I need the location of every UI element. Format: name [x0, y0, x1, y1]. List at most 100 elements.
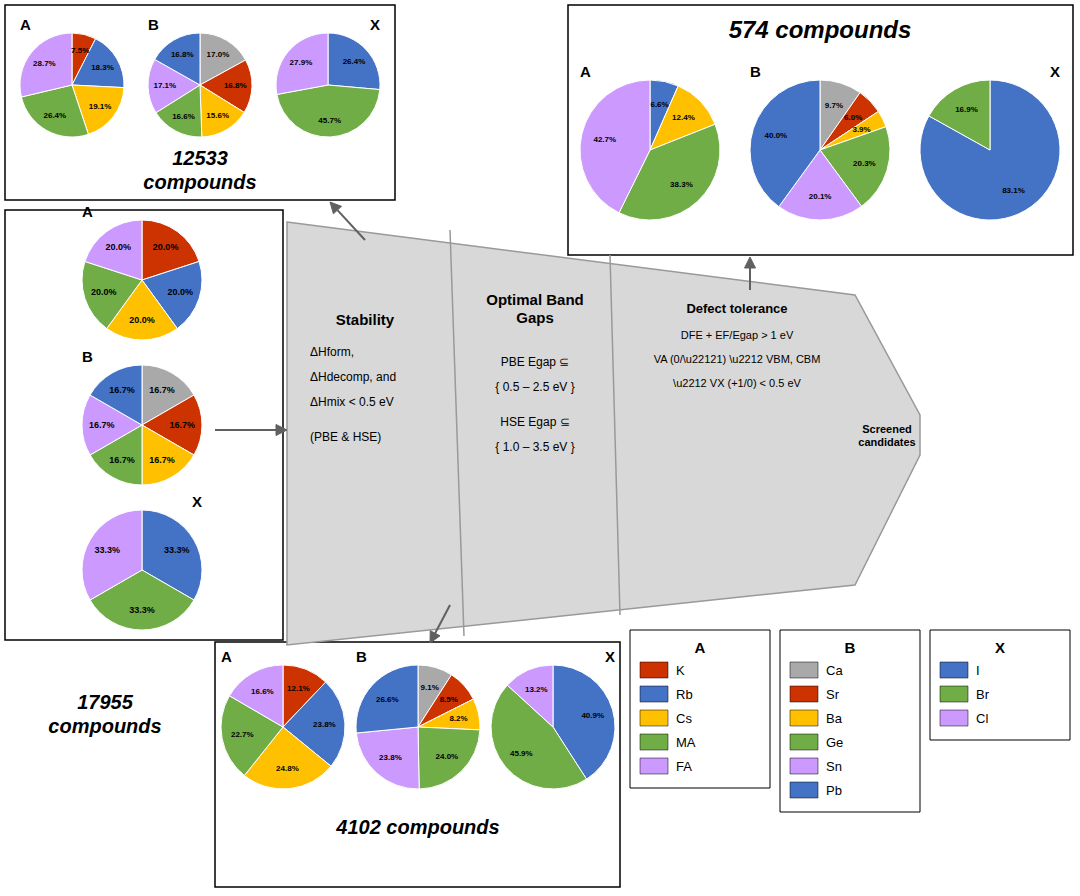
svg-text:X: X	[192, 493, 202, 510]
svg-text:19.1%: 19.1%	[89, 102, 112, 111]
svg-text:42.7%: 42.7%	[593, 135, 616, 144]
svg-text:18.3%: 18.3%	[91, 63, 114, 72]
svg-text:Cl: Cl	[976, 711, 988, 726]
svg-text:16.8%: 16.8%	[224, 81, 247, 90]
svg-text:X: X	[370, 16, 380, 33]
svg-text:B: B	[845, 639, 856, 656]
svg-text:Cs: Cs	[676, 711, 692, 726]
svg-text:Screened: Screened	[862, 423, 912, 435]
svg-text:Sr: Sr	[826, 687, 840, 702]
svg-text:16.6%: 16.6%	[172, 112, 195, 121]
svg-text:A: A	[82, 203, 93, 220]
svg-text:20.0%: 20.0%	[167, 287, 193, 297]
svg-text:B: B	[82, 348, 93, 365]
svg-text:16.7%: 16.7%	[149, 385, 175, 395]
svg-text:17955: 17955	[77, 691, 133, 713]
svg-text:B: B	[356, 648, 367, 665]
svg-text:16.7%: 16.7%	[169, 420, 195, 430]
svg-text:28.7%: 28.7%	[33, 59, 56, 68]
svg-text:ΔHform,: ΔHform,	[310, 345, 354, 359]
svg-text:3.9%: 3.9%	[852, 125, 870, 134]
svg-text:15.6%: 15.6%	[206, 111, 229, 120]
svg-text:7.5%: 7.5%	[71, 46, 89, 55]
svg-text:A: A	[580, 63, 591, 80]
svg-text:6.0%: 6.0%	[844, 113, 862, 122]
svg-text:A: A	[20, 16, 31, 33]
svg-text:Ge: Ge	[826, 735, 843, 750]
svg-text:83.1%: 83.1%	[1002, 186, 1025, 195]
svg-text:40.9%: 40.9%	[581, 711, 604, 720]
svg-text:MA: MA	[676, 735, 696, 750]
svg-text:16.7%: 16.7%	[109, 455, 135, 465]
svg-text:45.9%: 45.9%	[510, 749, 533, 758]
svg-text:VA (0/\u22121) \u2212 VBM, CBM: VA (0/\u22121) \u2212 VBM, CBM	[654, 353, 821, 365]
svg-text:I: I	[976, 663, 980, 678]
svg-text:20.3%: 20.3%	[853, 159, 876, 168]
svg-text:17.1%: 17.1%	[153, 81, 176, 90]
svg-text:33.3%: 33.3%	[94, 545, 120, 555]
svg-text:X: X	[995, 639, 1005, 656]
svg-text:26.4%: 26.4%	[43, 111, 66, 120]
svg-text:33.3%: 33.3%	[129, 605, 155, 615]
svg-text:compounds: compounds	[48, 715, 161, 737]
svg-text:Rb: Rb	[676, 687, 693, 702]
svg-text:12.1%: 12.1%	[287, 684, 310, 693]
svg-text:16.6%: 16.6%	[251, 687, 274, 696]
svg-text:24.8%: 24.8%	[276, 764, 299, 773]
svg-text:20.0%: 20.0%	[153, 242, 179, 252]
svg-text:X: X	[1050, 63, 1060, 80]
svg-text:40.0%: 40.0%	[765, 131, 788, 140]
svg-text:8.2%: 8.2%	[449, 714, 467, 723]
svg-text:33.3%: 33.3%	[164, 545, 190, 555]
svg-text:Ca: Ca	[826, 663, 843, 678]
svg-text:16.7%: 16.7%	[109, 385, 135, 395]
svg-text:FA: FA	[676, 759, 692, 774]
svg-text:Pb: Pb	[826, 783, 842, 798]
svg-text:12533: 12533	[172, 147, 228, 169]
svg-text:6.6%: 6.6%	[650, 100, 668, 109]
svg-text:16.8%: 16.8%	[171, 50, 194, 59]
svg-text:26.4%: 26.4%	[343, 57, 366, 66]
svg-text:A: A	[221, 648, 232, 665]
svg-text:27.9%: 27.9%	[290, 58, 313, 67]
svg-text:13.2%: 13.2%	[525, 685, 548, 694]
svg-text:HSE Egap ⊆: HSE Egap ⊆	[500, 415, 569, 429]
svg-text:45.7%: 45.7%	[318, 116, 341, 125]
svg-text:12.4%: 12.4%	[672, 113, 695, 122]
svg-text:9.7%: 9.7%	[825, 101, 843, 110]
svg-text:Stability: Stability	[336, 311, 395, 328]
svg-text:ΔHdecomp, and: ΔHdecomp, and	[310, 370, 396, 384]
svg-text:22.7%: 22.7%	[231, 730, 254, 739]
svg-text:38.3%: 38.3%	[670, 180, 693, 189]
svg-text:574 compounds: 574 compounds	[729, 16, 912, 43]
svg-text:ΔHmix < 0.5 eV: ΔHmix < 0.5 eV	[310, 395, 394, 409]
svg-text:PBE Egap ⊆: PBE Egap ⊆	[501, 355, 570, 369]
svg-text:K: K	[676, 663, 685, 678]
svg-text:DFE + EF/Egap > 1 eV: DFE + EF/Egap > 1 eV	[681, 329, 794, 341]
svg-text:17.0%: 17.0%	[207, 50, 230, 59]
svg-text:20.0%: 20.0%	[91, 287, 117, 297]
svg-text:Defect tolerance: Defect tolerance	[686, 301, 787, 316]
svg-text:24.0%: 24.0%	[436, 752, 459, 761]
svg-text:Sn: Sn	[826, 759, 842, 774]
svg-text:26.6%: 26.6%	[376, 695, 399, 704]
svg-text:B: B	[148, 16, 159, 33]
svg-text:20.0%: 20.0%	[129, 315, 155, 325]
svg-text:{ 0.5 – 2.5 eV }: { 0.5 – 2.5 eV }	[495, 380, 574, 394]
svg-text:compounds: compounds	[143, 171, 256, 193]
svg-text:Ba: Ba	[826, 711, 843, 726]
svg-text:\u2212 VX (+1/0) < 0.5 eV: \u2212 VX (+1/0) < 0.5 eV	[673, 377, 801, 389]
svg-text:Br: Br	[976, 687, 990, 702]
svg-text:20.0%: 20.0%	[106, 242, 132, 252]
svg-text:A: A	[695, 639, 706, 656]
svg-text:23.8%: 23.8%	[313, 720, 336, 729]
svg-text:candidates: candidates	[858, 436, 915, 448]
svg-text:9.1%: 9.1%	[421, 683, 439, 692]
svg-text:{ 1.0 – 3.5 eV }: { 1.0 – 3.5 eV }	[495, 440, 574, 454]
svg-text:Gaps: Gaps	[516, 309, 554, 326]
svg-text:16.7%: 16.7%	[149, 455, 175, 465]
svg-text:16.9%: 16.9%	[955, 105, 978, 114]
svg-text:B: B	[750, 63, 761, 80]
svg-text:8.5%: 8.5%	[440, 695, 458, 704]
svg-text:16.7%: 16.7%	[89, 420, 115, 430]
